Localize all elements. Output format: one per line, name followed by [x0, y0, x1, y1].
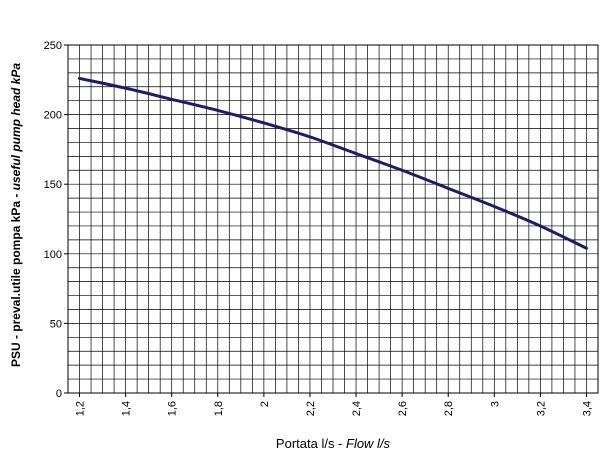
y-tick-label: 50	[50, 318, 62, 330]
y-axis-title-italic: useful pump head kPa	[9, 63, 23, 191]
y-tick-label: 100	[44, 249, 62, 261]
y-axis-title: PSU - preval.utile pompa kPa - useful pu…	[9, 63, 23, 367]
y-axis-title-main: PSU - preval.utile pompa kPa -	[9, 190, 23, 367]
x-tick-label: 1,2	[75, 401, 87, 416]
y-tick-label: 200	[44, 110, 62, 122]
x-tick-label: 2,8	[443, 401, 455, 416]
y-tick-label: 0	[56, 388, 62, 400]
series-line-pump-head	[78, 76, 588, 250]
x-tick-label: 2	[259, 401, 271, 407]
x-tick-label: 1,8	[213, 401, 225, 416]
x-axis-title: Portata l/s - Flow l/s	[276, 436, 391, 451]
x-tick-label: 3	[489, 401, 501, 407]
series-layer	[78, 76, 588, 250]
x-tick-label: 3,2	[535, 401, 547, 416]
plot-frame	[67, 44, 599, 394]
x-axis-title-italic: Flow l/s	[346, 436, 391, 451]
tick-labels: 0 50 100 150 200 250 1,2 1,4 1,6 1,8 2 2,2 2,4 2,6 2,8…	[44, 40, 594, 416]
x-tick-label: 2,4	[351, 401, 363, 416]
grid-lines	[68, 45, 598, 393]
x-tick-label: 2,6	[397, 401, 409, 416]
y-tick-label: 250	[44, 40, 62, 52]
x-tick-label: 1,6	[167, 401, 179, 416]
x-tick-label: 1,4	[121, 401, 133, 416]
x-tick-label: 2,2	[305, 401, 317, 416]
x-axis-title-main: Portata l/s -	[276, 436, 346, 451]
x-tick-label: 3,4	[581, 401, 593, 416]
y-tick-label: 150	[44, 179, 62, 191]
